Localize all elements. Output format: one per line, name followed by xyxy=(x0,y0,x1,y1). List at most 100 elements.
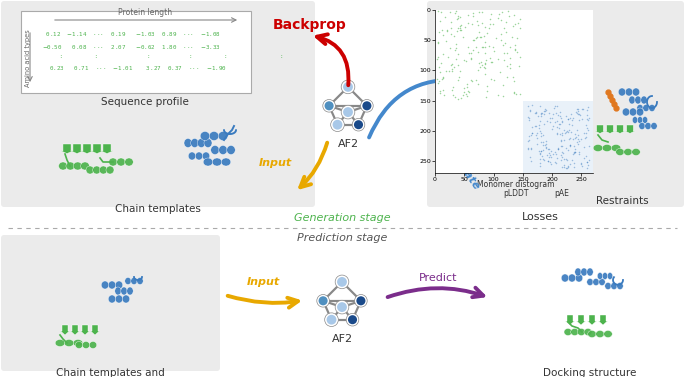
Ellipse shape xyxy=(73,340,83,346)
Point xyxy=(534,159,545,166)
Point xyxy=(556,152,567,158)
Ellipse shape xyxy=(92,166,101,174)
FancyArrow shape xyxy=(81,144,93,153)
Ellipse shape xyxy=(203,158,213,166)
Point xyxy=(488,21,499,27)
Point xyxy=(523,103,534,109)
Point xyxy=(564,127,575,133)
Point xyxy=(524,115,535,121)
Point xyxy=(582,125,593,131)
Point xyxy=(547,150,558,156)
FancyBboxPatch shape xyxy=(21,11,251,93)
Ellipse shape xyxy=(109,158,117,166)
Ellipse shape xyxy=(636,108,644,116)
Point xyxy=(484,55,495,61)
Point xyxy=(473,49,484,55)
Point xyxy=(439,92,450,98)
Circle shape xyxy=(360,100,373,112)
Ellipse shape xyxy=(569,274,575,282)
Circle shape xyxy=(343,107,353,117)
Point xyxy=(467,47,478,53)
Point xyxy=(547,111,558,117)
Text: Prediction stage: Prediction stage xyxy=(297,233,387,243)
Point xyxy=(556,143,567,149)
Point xyxy=(570,149,581,155)
Point xyxy=(538,108,549,114)
Point xyxy=(525,155,536,161)
Ellipse shape xyxy=(587,268,593,276)
Point xyxy=(504,65,515,71)
Ellipse shape xyxy=(197,138,205,147)
Point xyxy=(453,96,464,102)
Point xyxy=(475,34,486,40)
Ellipse shape xyxy=(593,144,603,152)
Point xyxy=(564,161,575,167)
Point xyxy=(538,156,549,162)
Point xyxy=(552,130,563,136)
Point xyxy=(569,159,580,166)
Point xyxy=(540,138,551,144)
Point xyxy=(471,18,482,24)
Point xyxy=(476,59,487,65)
Point xyxy=(500,40,511,46)
Point xyxy=(534,163,545,169)
Point xyxy=(538,111,549,117)
Ellipse shape xyxy=(564,328,572,336)
Point xyxy=(501,74,512,80)
Ellipse shape xyxy=(121,287,127,295)
Point xyxy=(458,84,469,90)
Point xyxy=(570,109,581,115)
Point xyxy=(532,141,543,147)
Ellipse shape xyxy=(108,281,116,289)
Point xyxy=(549,105,560,111)
Point xyxy=(504,44,515,50)
Point xyxy=(563,121,574,127)
Point xyxy=(543,146,554,152)
Ellipse shape xyxy=(581,268,587,276)
Point xyxy=(449,94,460,100)
Ellipse shape xyxy=(211,146,219,155)
Ellipse shape xyxy=(593,279,599,285)
Circle shape xyxy=(319,296,327,305)
Point xyxy=(434,29,445,35)
FancyArrow shape xyxy=(71,325,79,335)
Point xyxy=(485,16,496,22)
Point xyxy=(433,39,444,45)
Point xyxy=(441,38,452,44)
Point xyxy=(546,115,557,121)
FancyArrow shape xyxy=(61,144,73,153)
Point xyxy=(451,45,462,51)
Point xyxy=(556,119,567,125)
Bar xyxy=(523,10,593,101)
Point xyxy=(539,106,550,112)
Point xyxy=(503,8,514,14)
Point xyxy=(566,129,577,135)
Point xyxy=(581,122,592,128)
Point xyxy=(442,27,453,33)
Point xyxy=(563,116,574,122)
Point xyxy=(467,37,478,43)
Point xyxy=(495,37,506,43)
Point xyxy=(486,59,497,65)
Point xyxy=(509,78,520,84)
Point xyxy=(543,155,554,161)
Point xyxy=(495,17,506,23)
Text: Generation stage: Generation stage xyxy=(294,213,390,223)
Text: Predict: Predict xyxy=(419,273,458,283)
Text: pLDDT: pLDDT xyxy=(503,189,529,198)
Point xyxy=(557,164,568,170)
Ellipse shape xyxy=(108,295,116,303)
Point xyxy=(556,130,567,136)
Point xyxy=(508,12,519,18)
Point xyxy=(526,130,537,136)
Ellipse shape xyxy=(605,282,611,290)
Point xyxy=(449,9,460,15)
Point xyxy=(456,27,466,33)
Point xyxy=(435,18,446,24)
Point xyxy=(461,84,472,90)
Ellipse shape xyxy=(561,274,569,282)
Point xyxy=(484,25,495,31)
Ellipse shape xyxy=(184,138,192,147)
Point xyxy=(522,145,533,151)
Point xyxy=(526,158,537,164)
